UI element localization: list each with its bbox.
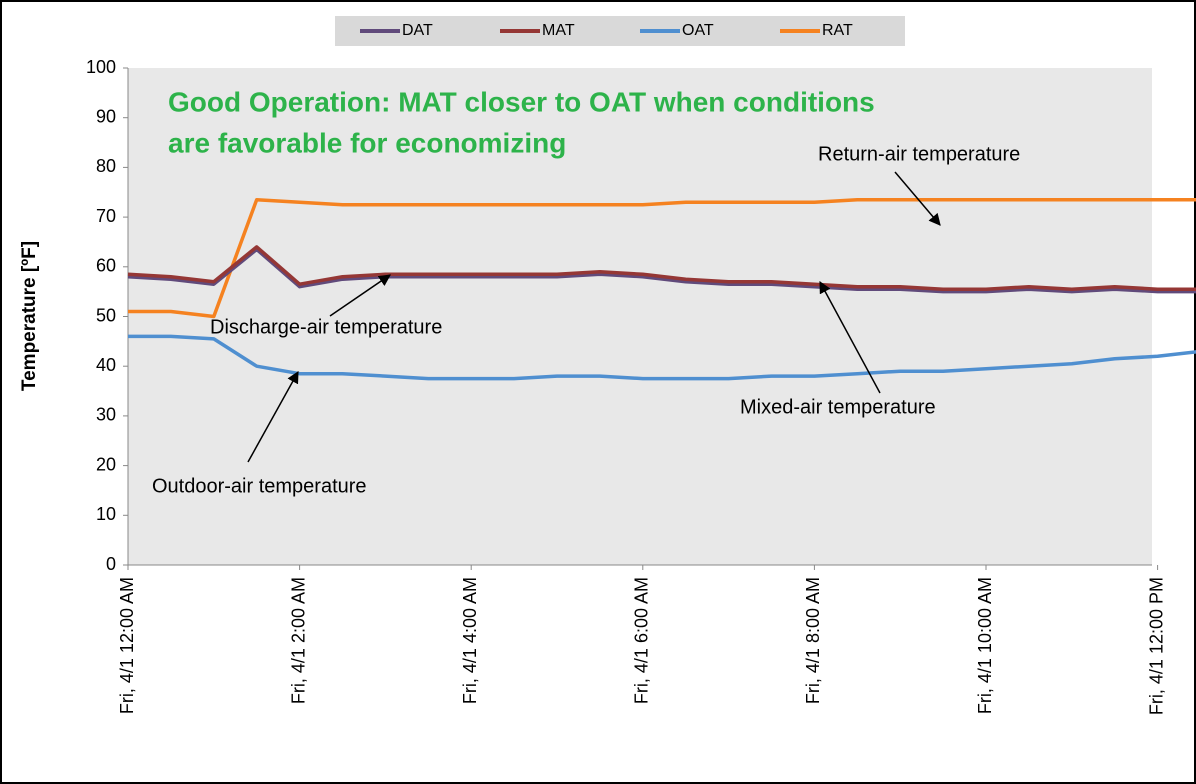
series-line <box>128 334 1196 381</box>
x-tick-label: Fri, 4/1 6:00 AM <box>632 577 652 704</box>
plot-area <box>128 68 1152 565</box>
y-tick-label: 0 <box>106 554 116 574</box>
y-axis-label: Temperature [ºF] <box>19 241 40 391</box>
y-tick-label: 40 <box>96 355 116 375</box>
y-tick-label: 100 <box>86 57 116 77</box>
x-tick-label: Fri, 4/1 4:00 AM <box>460 577 480 704</box>
annotation-arrow <box>894 171 941 226</box>
x-tick-label: Fri, 4/1 2:00 AM <box>288 577 308 704</box>
legend-label: DAT <box>402 22 433 39</box>
annotation: Mixed-air temperature <box>740 396 936 418</box>
series-line <box>127 247 1196 294</box>
x-tick-label: Fri, 4/1 12:00 AM <box>117 577 137 714</box>
legend-label: MAT <box>542 22 575 39</box>
y-tick-label: 30 <box>96 405 116 425</box>
x-tick-label: Fri, 4/1 12:00 PM <box>1146 577 1166 715</box>
x-tick-label: Fri, 4/1 8:00 AM <box>803 577 823 704</box>
legend-label: OAT <box>682 22 714 39</box>
annotation: Return-air temperature <box>818 143 1020 165</box>
annotation-arrow <box>819 280 881 394</box>
headline: are favorable for economizing <box>168 127 566 158</box>
annotation-arrow <box>247 370 299 463</box>
x-tick-label: Fri, 4/1 10:00 AM <box>975 577 995 714</box>
y-tick-label: 60 <box>96 256 116 276</box>
y-tick-label: 80 <box>96 156 116 176</box>
series-line <box>128 197 1196 319</box>
legend-label: RAT <box>822 22 853 39</box>
y-tick-label: 10 <box>96 504 116 524</box>
y-tick-label: 70 <box>96 206 116 226</box>
annotation: Outdoor-air temperature <box>152 475 367 497</box>
y-tick-label: 50 <box>96 305 116 325</box>
annotation-arrow <box>329 274 391 317</box>
annotation: Discharge-air temperature <box>210 316 442 338</box>
y-tick-label: 90 <box>96 106 116 126</box>
y-tick-label: 20 <box>96 454 116 474</box>
series-line <box>127 245 1196 291</box>
headline: Good Operation: MAT closer to OAT when c… <box>168 86 875 117</box>
